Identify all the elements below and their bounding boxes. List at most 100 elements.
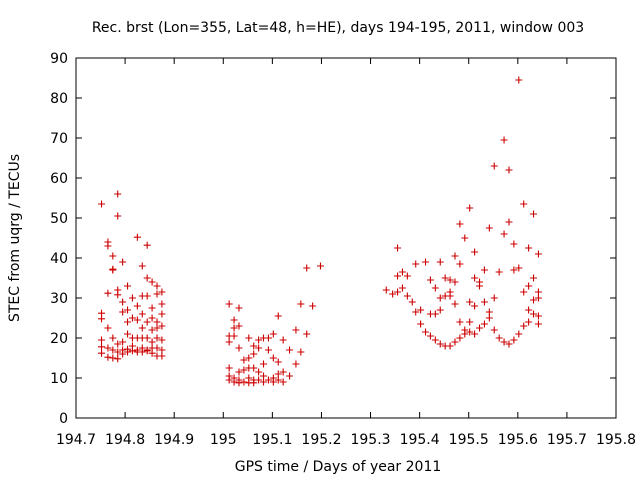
data-point: [153, 318, 161, 326]
data-point: [98, 315, 106, 323]
data-point: [104, 353, 112, 361]
x-tick-label: 195.8: [596, 432, 636, 448]
data-point: [456, 220, 464, 228]
data-point: [292, 360, 300, 368]
data-point: [98, 343, 106, 351]
data-point: [138, 324, 146, 332]
data-point: [114, 340, 122, 348]
data-point: [426, 332, 434, 340]
data-point: [534, 294, 542, 302]
data-point: [225, 364, 233, 372]
data-point: [382, 286, 390, 294]
data-point: [500, 230, 508, 238]
data-point: [446, 292, 454, 300]
data-point: [274, 376, 282, 384]
data-point: [530, 210, 538, 218]
data-point: [515, 76, 523, 84]
data-point: [403, 292, 411, 300]
data-point: [98, 200, 106, 208]
x-axis: 194.7 194.8 194.9 195 195.1 195.2 195.3 195.4 19…: [56, 58, 636, 448]
data-point: [255, 336, 263, 344]
data-point: [138, 310, 146, 318]
data-point: [500, 338, 508, 346]
data-point: [264, 346, 272, 354]
data-point: [124, 306, 132, 314]
data-point: [148, 304, 156, 312]
y-tick-label: 20: [50, 331, 68, 347]
data-point: [426, 276, 434, 284]
data-point: [148, 326, 156, 334]
data-point: [461, 330, 469, 338]
data-point: [431, 310, 439, 318]
data-point: [153, 344, 161, 352]
data-point: [240, 378, 248, 386]
x-tick-label: 195: [210, 432, 237, 448]
y-tick-label: 50: [50, 211, 68, 227]
data-point: [451, 338, 459, 346]
data-point: [456, 260, 464, 268]
data-point: [297, 300, 305, 308]
data-point: [153, 324, 161, 332]
data-point: [148, 278, 156, 286]
data-point: [530, 274, 538, 282]
data-point: [436, 294, 444, 302]
y-tick-label: 90: [50, 51, 68, 67]
data-point: [480, 266, 488, 274]
data-point: [250, 350, 258, 358]
data-point: [534, 312, 542, 320]
data-point: [451, 278, 459, 286]
data-point: [240, 356, 248, 364]
data-point: [255, 376, 263, 384]
data-point: [119, 308, 127, 316]
data-point: [250, 342, 258, 350]
data-point: [119, 298, 127, 306]
data-point: [138, 348, 146, 356]
data-point: [446, 342, 454, 350]
data-point: [412, 308, 420, 316]
data-point: [109, 252, 117, 260]
data-point: [230, 316, 238, 324]
data-point: [286, 346, 294, 354]
data-point: [158, 310, 166, 318]
x-tick-label: 195.1: [252, 432, 292, 448]
data-point: [235, 304, 243, 312]
data-point: [128, 347, 136, 355]
data-point: [515, 264, 523, 272]
data-point: [485, 308, 493, 316]
data-point: [260, 360, 268, 368]
data-point: [471, 274, 479, 282]
data-point: [466, 204, 474, 212]
data-point: [456, 334, 464, 342]
x-tick-label: 195.3: [350, 432, 390, 448]
data-point: [466, 328, 474, 336]
data-point: [245, 334, 253, 342]
data-point: [269, 378, 277, 386]
data-point: [114, 212, 122, 220]
data-point: [109, 346, 117, 354]
data-point: [515, 330, 523, 338]
data-point: [456, 318, 464, 326]
data-point: [505, 340, 513, 348]
data-point: [534, 288, 542, 296]
data-point: [104, 289, 112, 297]
data-point: [412, 260, 420, 268]
data-point: [398, 268, 406, 276]
data-point: [119, 258, 127, 266]
x-tick-label: 195.5: [449, 432, 489, 448]
data-point: [250, 379, 258, 387]
data-point: [143, 347, 151, 355]
data-point: [255, 368, 263, 376]
chart-title: Rec. brst (Lon=355, Lat=48, h=HE), days …: [92, 20, 584, 36]
data-point: [495, 334, 503, 342]
data-point: [279, 336, 287, 344]
data-point: [303, 330, 311, 338]
y-tick-label: 30: [50, 291, 68, 307]
data-point: [394, 288, 402, 296]
data-point: [235, 368, 243, 376]
data-point: [476, 324, 484, 332]
data-point: [235, 379, 243, 387]
data-point: [230, 332, 238, 340]
x-axis-label: GPS time / Days of year 2011: [235, 459, 442, 475]
data-point: [279, 368, 287, 376]
